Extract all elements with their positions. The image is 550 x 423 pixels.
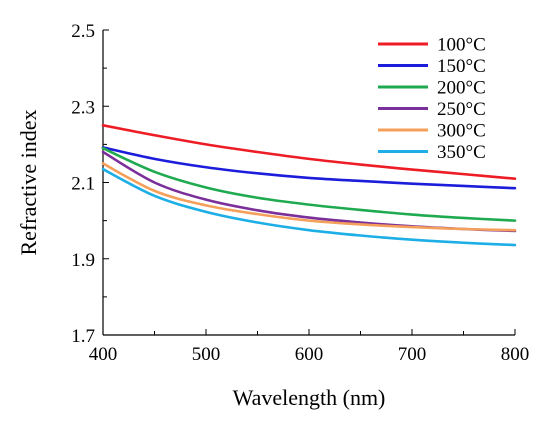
x-axis-ticks: 400 500 600 700 800 — [89, 329, 530, 365]
series-line-4 — [101, 162, 517, 232]
y-tick-label: 1.7 — [71, 326, 95, 347]
legend-label-3: 250°C — [437, 99, 486, 120]
y-tick-label: 2.5 — [71, 21, 95, 42]
x-tick-label: 700 — [398, 344, 427, 365]
legend-label-4: 300°C — [437, 121, 486, 142]
series-line-1 — [101, 146, 517, 190]
y-tick-label: 2.1 — [71, 174, 95, 195]
series-lines — [101, 124, 517, 247]
series-line-2 — [101, 146, 517, 222]
x-tick-label: 600 — [295, 344, 324, 365]
legend-label-2: 200°C — [437, 78, 486, 99]
legend-label-5: 350°C — [437, 142, 486, 163]
x-axis-label: Wavelength (nm) — [233, 385, 386, 410]
y-axis-label: Refractive index — [16, 110, 41, 256]
y-axis-ticks: 1.7 1.9 2.1 2.3 2.5 — [71, 21, 109, 347]
x-tick-label: 800 — [501, 344, 530, 365]
x-tick-label: 500 — [192, 344, 221, 365]
x-tick-label: 400 — [89, 344, 118, 365]
y-tick-label: 1.9 — [71, 250, 95, 271]
legend-label-1: 150°C — [437, 56, 486, 77]
y-tick-label: 2.3 — [71, 97, 95, 118]
series-line-3 — [101, 150, 517, 233]
series-line-5 — [101, 167, 517, 247]
series-line-0 — [101, 124, 517, 180]
legend-label-0: 100°C — [437, 35, 486, 56]
